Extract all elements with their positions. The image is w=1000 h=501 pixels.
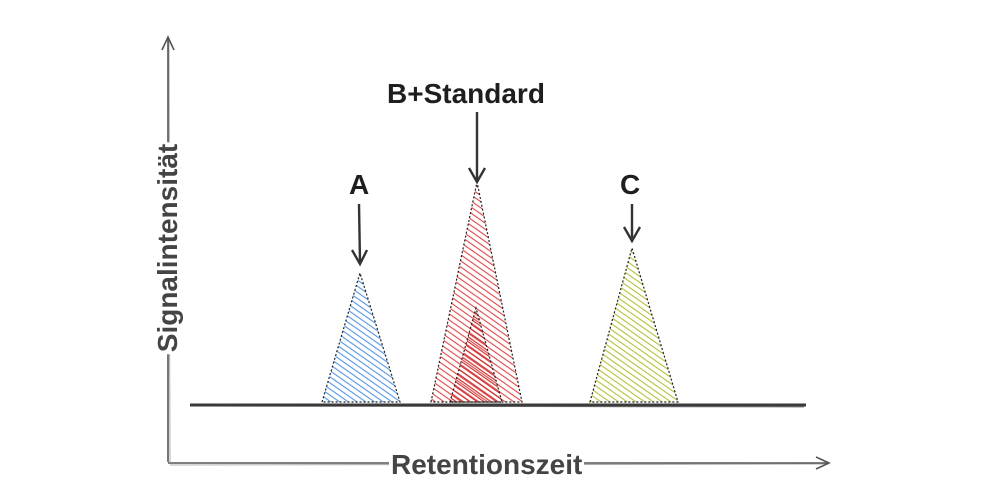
peak-c-label: C [620,169,641,200]
y-axis-arrowhead [161,35,175,51]
arrow-a [350,203,369,267]
x-axis-label: Retentionszeit [389,449,585,480]
peak-a-label: A [349,169,370,200]
baseline [190,403,806,408]
peak-b-inner [450,308,502,402]
peak-b-standard-label: B+Standard [387,78,545,109]
peak-a [321,270,401,403]
peak-c [589,245,679,403]
arrow-b-standard [467,112,487,185]
x-axis-arrowhead [815,456,831,470]
arrow-c [622,204,642,244]
y-axis-label: Signalintensität [152,141,183,355]
peak-b-standard [430,181,523,403]
